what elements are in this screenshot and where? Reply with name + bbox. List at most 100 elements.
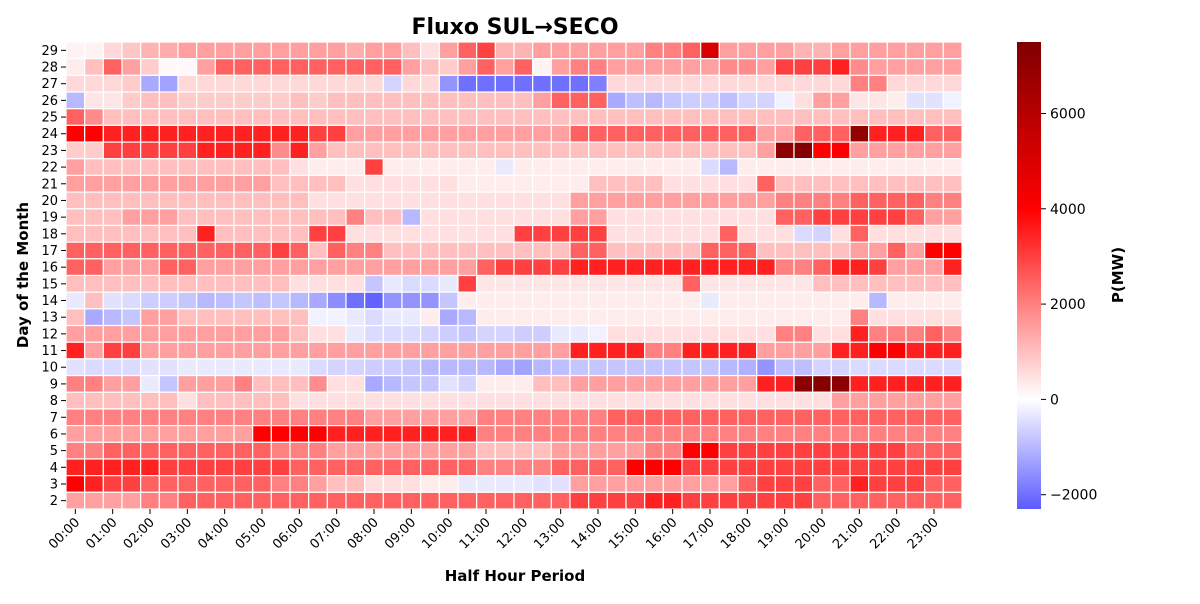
heatmap-cell [718,441,739,460]
heatmap-cell [252,391,272,410]
heatmap-cell [196,391,216,410]
heatmap-cell [84,91,104,110]
heatmap-cell [177,374,198,393]
heatmap-cell [401,41,422,60]
heatmap-cell [121,441,142,460]
heatmap-cell [569,374,590,393]
heatmap-cell [513,374,534,393]
heatmap-cell [326,58,347,76]
heatmap-cell [942,41,963,60]
heatmap-cell [812,241,832,260]
heatmap-cell [812,308,832,327]
heatmap-cell [942,208,963,227]
heatmap-cell [289,274,310,293]
heatmap-cell [457,108,478,126]
heatmap-cell [84,141,104,160]
y-tick-label: 4 [50,461,58,476]
y-tick-label: 15 [41,277,58,292]
heatmap-cell [532,158,552,177]
heatmap-cell [718,308,739,327]
heatmap-cell [345,458,366,477]
x-tick-label: 04:00 [195,515,232,552]
heatmap-cell [345,274,366,293]
heatmap-cell [420,208,440,227]
heatmap-cell [793,141,814,160]
heatmap-cell [196,358,216,377]
heatmap-cell [588,341,608,360]
heatmap-cell [550,308,571,327]
heatmap-cell [270,108,291,126]
heatmap-cell [681,191,702,210]
heatmap-cell [532,458,552,477]
heatmap-cell [924,91,944,110]
heatmap-cell [793,74,814,93]
heatmap-cell [65,391,86,410]
heatmap-cell [886,91,907,110]
heatmap-cell [121,491,142,510]
x-tick-label: 19:00 [755,515,792,552]
heatmap-cell [382,208,403,227]
heatmap-cell [625,358,646,377]
heatmap-cell [252,425,272,443]
heatmap-cell [401,441,422,460]
heatmap-cell [177,291,198,310]
heatmap-cell [569,274,590,293]
heatmap-cell [737,41,758,60]
heatmap-cell [214,324,235,343]
heatmap-cell [569,308,590,327]
heatmap-cell [550,208,571,227]
heatmap-cell [494,241,515,260]
heatmap-cell [233,74,254,93]
heatmap-cell [886,324,907,343]
heatmap-cell [662,441,683,460]
heatmap-cell [662,108,683,126]
heatmap-cell [420,408,440,427]
heatmap-cell [569,491,590,510]
heatmap-cell [457,308,478,327]
heatmap-cell [942,408,963,427]
heatmap-cell [886,391,907,410]
heatmap-cell [158,391,179,410]
heatmap-cell [849,174,870,193]
heatmap-cell [457,291,478,310]
heatmap-cell [476,291,496,310]
heatmap-cell [102,58,123,76]
heatmap-cell [308,224,328,243]
x-tick-label: 05:00 [233,515,270,552]
heatmap-cell [140,158,160,177]
heatmap-cell [644,475,664,493]
heatmap-cell [737,208,758,227]
heatmap-cell [214,174,235,193]
heatmap-cell [905,41,926,60]
heatmap-cell [756,408,776,427]
heatmap-cell [700,491,720,510]
heatmap-cell [233,274,254,293]
heatmap-cell [588,74,608,93]
heatmap-cell [308,258,328,277]
heatmap-cell [364,341,384,360]
heatmap-cell [550,41,571,60]
heatmap-cell [289,291,310,310]
heatmap-cell [718,258,739,277]
heatmap-cell [774,141,795,160]
heatmap-cell [849,441,870,460]
heatmap-cell [737,258,758,277]
heatmap-cell [625,241,646,260]
heatmap-cell [270,358,291,377]
heatmap-cell [457,208,478,227]
heatmap-cell [737,475,758,493]
heatmap-cell [849,425,870,443]
heatmap-cell [700,408,720,427]
heatmap-cell [550,441,571,460]
heatmap-cell [718,408,739,427]
heatmap-cell [756,274,776,293]
heatmap-cell [812,41,832,60]
heatmap-cell [177,425,198,443]
heatmap-cell [606,158,627,177]
heatmap-cell [364,224,384,243]
heatmap-cell [326,458,347,477]
heatmap-cell [382,441,403,460]
heatmap-cell [289,108,310,126]
heatmap-cell [756,41,776,60]
heatmap-cell [681,374,702,393]
